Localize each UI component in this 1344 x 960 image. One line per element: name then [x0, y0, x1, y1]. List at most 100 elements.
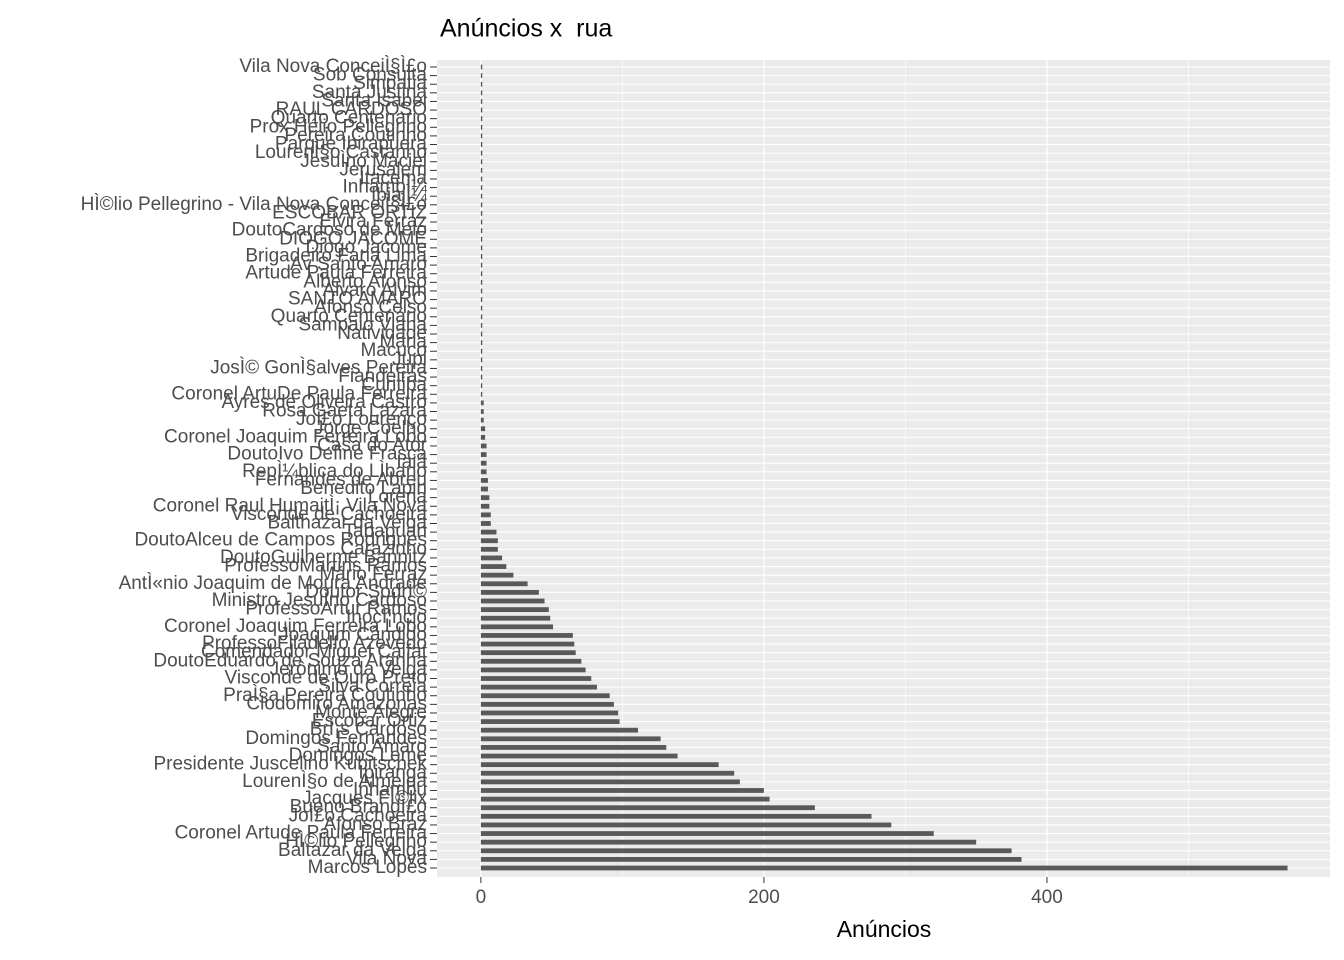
- y-tick-label: Jerônimo da Veiga: [270, 659, 428, 680]
- y-tick-label: Coronel Joaquim Ferreira Lobo: [164, 616, 427, 637]
- y-tick-label: DoutoEduardo de Souza Aranha: [153, 650, 427, 671]
- y-tick-label: Presidente Juscelino Kubitschek: [153, 754, 427, 775]
- bar: [480, 555, 503, 561]
- y-tick-label: DoutoIvo Define Frasca: [227, 444, 427, 465]
- bar: [480, 813, 872, 819]
- bar: [480, 279, 483, 285]
- bar: [480, 374, 483, 380]
- y-tick-label: Prox Hélio Pellegrino: [250, 116, 427, 137]
- y-tick-label: Jorge Coelho: [314, 418, 427, 439]
- y-tick-label: Santa Isabel: [321, 90, 427, 111]
- y-tick-label: Fernandes de Abreu: [255, 469, 427, 490]
- y-tick-label: Coronel Artude Paula Ferreira: [175, 823, 428, 844]
- bar: [480, 624, 554, 630]
- bar: [480, 366, 483, 371]
- y-tick-label: ProfessoMartins Ramos: [224, 556, 427, 577]
- bar: [480, 727, 638, 733]
- bar: [480, 633, 573, 638]
- bar: [480, 779, 740, 785]
- y-tick-label: Artude Paula Ferreira: [245, 263, 427, 284]
- bar: [480, 236, 483, 242]
- y-tick-label: Coronel Joaquim Ferreira Lobo: [164, 426, 427, 447]
- bar: [480, 150, 483, 156]
- bar: [480, 409, 484, 414]
- bar: [480, 650, 576, 656]
- bar: [480, 693, 610, 699]
- bar: [480, 856, 1022, 862]
- bar: [480, 615, 551, 621]
- bar: [480, 658, 582, 664]
- bar: [480, 219, 483, 225]
- y-tick-label: Iaiá: [396, 452, 427, 473]
- bar: [480, 185, 483, 190]
- y-tick-label: Natividade: [337, 323, 427, 344]
- y-tick-label: Jacques FÌ©lix: [302, 788, 427, 809]
- bar: [480, 546, 498, 552]
- bar: [480, 572, 514, 578]
- y-tick-label: Av Santo Amaro: [290, 254, 427, 275]
- y-tick-label: HÌ©lio Pellegrino: [285, 831, 427, 852]
- y-tick-label: Afonso Celso: [314, 297, 427, 318]
- y-tick-label: Pereira Coutinho: [284, 125, 427, 146]
- y-tick-label: Brigadeiro Faria Lima: [245, 245, 427, 266]
- bar: [480, 90, 483, 96]
- y-tick-label: InhambÌ¼: [343, 177, 429, 198]
- y-tick-label: Marcos Lopes: [308, 857, 427, 878]
- y-tick-label: Ministro JesuÌno Cardoso: [212, 590, 427, 611]
- y-tick-label: DoutoGuilherme Bannitz: [220, 547, 427, 568]
- chart-title: Anúncios x rua: [440, 15, 612, 43]
- bar: [480, 486, 488, 492]
- y-tick-label: Inhambu: [353, 779, 427, 800]
- y-tick-label: Ipiranga: [358, 762, 427, 783]
- bar: [480, 211, 483, 216]
- bar: [480, 796, 770, 802]
- y-tick-label: Bueno BrandÌ£o: [290, 797, 427, 818]
- y-tick-label: LourenÌ§o Castanho: [255, 142, 427, 163]
- y-tick-label: JoÌ£o Cachoeira: [289, 805, 428, 826]
- y-tick-label: Mário Ferraz: [319, 564, 427, 585]
- bar: [480, 848, 1012, 854]
- y-tick-label: Vila Nova ConceiÌ§Ì£o: [239, 56, 427, 77]
- bar: [480, 81, 483, 87]
- y-tick-label: Jerusalem: [339, 159, 427, 180]
- bar: [480, 99, 483, 104]
- y-tick-label: Vila Nova: [346, 848, 427, 869]
- bar: [480, 676, 592, 681]
- bar: [480, 745, 667, 750]
- bar: [480, 469, 487, 475]
- bar: [480, 710, 619, 716]
- y-tick-label: Jupi: [392, 349, 427, 370]
- y-tick-label: DoutoCardoso de Melo: [232, 220, 427, 241]
- bar: [480, 667, 586, 673]
- bar: [480, 805, 815, 811]
- bar: [480, 357, 483, 363]
- y-tick-label: Parque Ibirapuera: [275, 134, 428, 155]
- y-tick-label: Tabapuan: [344, 521, 427, 542]
- y-tick-label: Doutor SodrÌ©: [305, 581, 427, 602]
- y-tick-label: Itacema: [359, 168, 427, 189]
- bar: [480, 701, 614, 707]
- y-tick-label: Alvaro Alvim: [322, 280, 427, 301]
- y-tick-label: Lorena: [368, 487, 428, 508]
- y-tick-label: HÌ©lio Pellegrino - Vila Nova ConceiÌ§Ì£…: [81, 194, 427, 215]
- bar: [480, 417, 484, 423]
- y-tick-label: Fiandeiras: [338, 366, 427, 387]
- y-tick-label: Joaquim Cândido: [279, 624, 427, 645]
- y-tick-label: LourenÌ§o de Almeida: [242, 771, 427, 792]
- bar: [480, 684, 597, 690]
- bar: [480, 314, 483, 320]
- bar: [480, 512, 491, 518]
- bar: [480, 297, 483, 302]
- bar: [480, 340, 483, 346]
- bar: [480, 426, 486, 432]
- y-tick-label: DoutoAlceu de Campos Rodrigues: [134, 530, 427, 551]
- y-tick-label: InocÌ¦ncio: [346, 607, 427, 628]
- bar: [480, 452, 487, 457]
- y-tick-label: Diogo Jacome: [306, 237, 427, 258]
- x-tick-label: 400: [1031, 887, 1063, 908]
- bar: [480, 305, 483, 311]
- bar: [480, 254, 483, 259]
- y-tick-label: Rosa Gaeta Lazara: [262, 401, 427, 422]
- y-tick-label: Monte Alegre: [315, 702, 427, 723]
